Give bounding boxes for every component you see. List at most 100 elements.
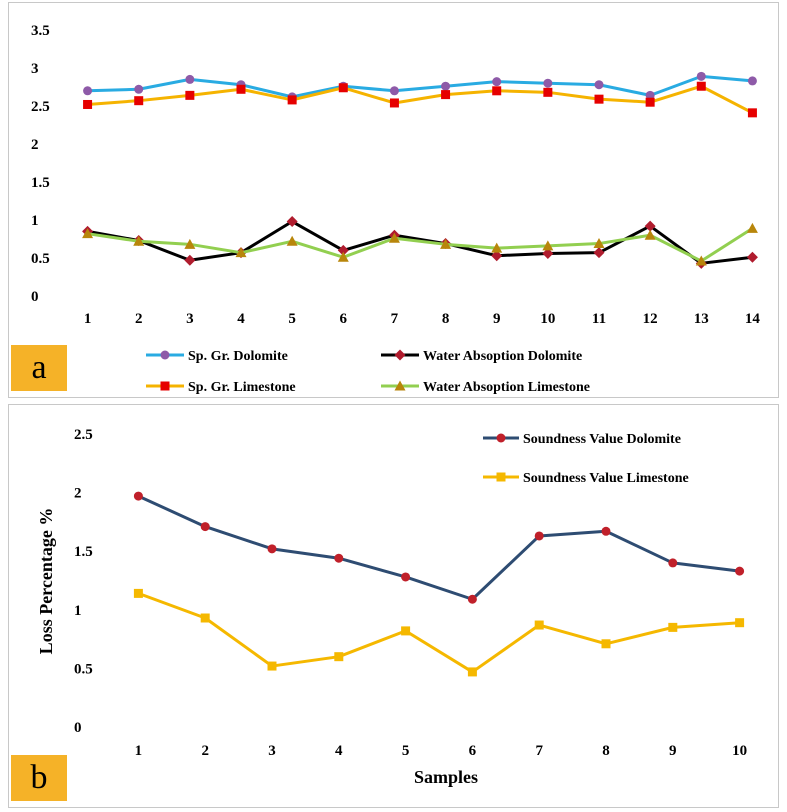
chart-a-legend-label-1: Water Absoption Dolomite [423, 349, 582, 364]
chart-a-point [441, 81, 451, 91]
chart-panel-a: 0 0.5 1 1.5 2 2.5 3 3.5 1 2 3 4 5 6 7 8 9 10 11 12 13 14 Sp. G… [8, 2, 779, 398]
chart-b-point [467, 667, 477, 677]
chart-a-point [696, 81, 706, 91]
chart-b-point [200, 522, 210, 532]
chart-a-x-tick-label: 3 [186, 311, 194, 327]
chart-b-y-tick-label: 0 [74, 720, 82, 736]
chart-b-point [534, 531, 544, 541]
chart-a-x-tick-label: 4 [237, 311, 245, 327]
chart-b-x-tick-label: 3 [268, 743, 276, 759]
chart-a-point [542, 247, 554, 259]
chart-b-legend-marker-1 [496, 472, 506, 482]
chart-a-point [441, 90, 451, 100]
chart-b-x-tick-label: 9 [669, 743, 677, 759]
chart-a-y-tick-label: 2.5 [31, 99, 50, 115]
panel-b-label: b [11, 755, 67, 801]
chart-a-point [746, 251, 758, 263]
chart-a-x-tick-label: 11 [592, 311, 606, 327]
chart-b-point [735, 566, 745, 576]
chart-a-series-line-2 [87, 84, 754, 115]
chart-a-point [338, 83, 348, 93]
chart-a-legend-marker-3 [394, 380, 406, 391]
chart-b-point [601, 639, 611, 649]
chart-a-y-tick-label: 0 [31, 289, 39, 305]
chart-b-point [467, 594, 477, 604]
chart-b-legend-marker-0 [496, 433, 506, 443]
chart-a-point [134, 84, 144, 94]
chart-a-x-tick-label: 10 [540, 311, 555, 327]
chart-a-legend-label-2: Sp. Gr. Limestone [188, 380, 296, 395]
chart-a-legend-marker-2 [160, 381, 170, 391]
chart-a-point [593, 238, 605, 249]
chart-a-point [287, 95, 297, 105]
chart-a-point [184, 254, 196, 266]
chart-panel-b: 0 0.5 1 1.5 2 2.5 1 2 3 4 5 6 7 8 9 10 Soundness Value D… [8, 404, 779, 808]
chart-b-legend-label-0: Soundness Value Dolomite [523, 432, 681, 447]
chart-a-legend-label-0: Sp. Gr. Dolomite [188, 349, 288, 364]
chart-a-point [286, 235, 298, 246]
chart-b-x-tick-label: 6 [469, 743, 477, 759]
chart-a-x-tick-label: 12 [643, 311, 658, 327]
chart-b-point [401, 572, 411, 582]
chart-b-y-tick-label: 2.5 [74, 427, 93, 443]
chart-b-point [334, 553, 344, 563]
chart-b-point [133, 491, 143, 501]
chart-b-series-line-0 [137, 494, 740, 601]
chart-a-x-tick-label: 5 [288, 311, 296, 327]
chart-b-y-axis-title: Loss Percentage % [36, 508, 56, 655]
chart-a-point [388, 232, 400, 243]
chart-a-point [133, 235, 145, 246]
chart-b-legend-label-1: Soundness Value Limestone [523, 471, 689, 486]
chart-b-x-tick-label: 1 [135, 743, 143, 759]
chart-a-x-tick-label: 6 [340, 311, 348, 327]
panel-a-label: a [11, 345, 67, 391]
chart-b-point [334, 652, 344, 662]
chart-a-point [747, 108, 757, 118]
chart-b-x-tick-label: 8 [602, 743, 610, 759]
chart-a-point [696, 71, 706, 81]
chart-a-point [389, 86, 399, 96]
chart-a-point [389, 98, 399, 108]
chart-a-point [185, 74, 195, 84]
chart-a-point [185, 90, 195, 100]
chart-a-point [184, 238, 196, 249]
chart-b-x-tick-label: 10 [732, 743, 747, 759]
chart-a-series-line-1 [87, 220, 753, 265]
chart-b-point [133, 588, 143, 598]
chart-a-x-tick-label: 9 [493, 311, 501, 327]
chart-b-point [267, 661, 277, 671]
chart-b-point [200, 613, 210, 623]
chart-a-x-tick-label: 13 [694, 311, 709, 327]
chart-a-point [543, 87, 553, 97]
chart-a-point [440, 238, 452, 249]
chart-a-point [644, 229, 656, 240]
chart-a-point [83, 86, 93, 96]
chart-a-x-tick-label: 2 [135, 311, 143, 327]
chart-a-y-tick-label: 1.5 [31, 175, 50, 191]
chart-b-point [668, 622, 678, 632]
chart-a-x-tick-label: 7 [391, 311, 399, 327]
chart-a-point [337, 244, 349, 256]
chart-a-point [491, 250, 503, 262]
chart-a-y-tick-label: 0.5 [31, 251, 50, 267]
chart-b-point [601, 526, 611, 536]
chart-b-point [534, 620, 544, 630]
chart-a-y-tick-label: 1 [31, 213, 39, 229]
chart-a-point [83, 99, 93, 109]
chart-b-x-tick-label: 5 [402, 743, 410, 759]
chart-a-point [134, 96, 144, 106]
chart-a-point [337, 251, 349, 262]
chart-b-x-tick-label: 4 [335, 743, 343, 759]
chart-a-point [746, 222, 758, 233]
chart-b-point [401, 626, 411, 636]
chart-a-y-tick-label: 3.5 [31, 23, 50, 39]
chart-b-point [267, 544, 277, 554]
chart-a-point [492, 77, 502, 87]
chart-a-y-tick-label: 2 [31, 137, 39, 153]
chart-a-point [695, 255, 707, 266]
chart-a-point [747, 76, 757, 86]
chart-a-point [542, 240, 554, 251]
chart-a-point [235, 247, 247, 258]
chart-a-x-tick-label: 14 [745, 311, 761, 327]
